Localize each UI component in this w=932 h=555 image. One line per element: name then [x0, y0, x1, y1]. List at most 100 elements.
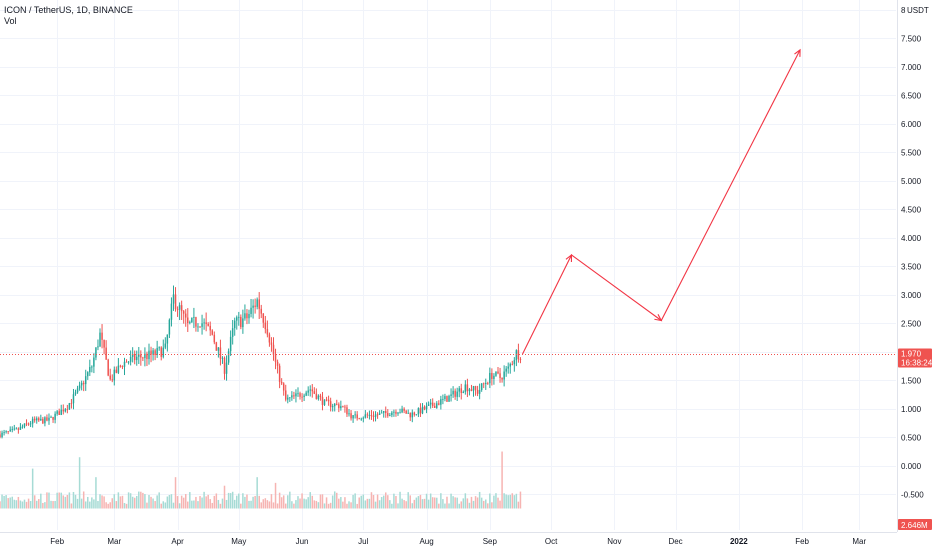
candle-body: [391, 412, 393, 416]
candle-body: [117, 365, 120, 373]
volume-bar: [182, 497, 185, 509]
candle-body: [442, 398, 444, 400]
volume-bar: [409, 495, 411, 509]
volume-bar: [415, 497, 418, 509]
candle-body: [219, 347, 222, 359]
candle-body: [401, 408, 403, 413]
candle-body: [193, 317, 195, 318]
volume-bar: [178, 503, 181, 509]
volume-bar: [468, 502, 471, 509]
legend: ICON / TetherUS, 1D, BINANCE Vol: [4, 5, 133, 27]
volume-bar: [395, 495, 397, 509]
candle-body: [84, 376, 87, 385]
x-tick-label: 2022: [730, 537, 748, 546]
volume-bar: [436, 497, 438, 509]
candle-body: [380, 412, 383, 414]
candle-body: [409, 412, 411, 418]
volume-bar: [29, 501, 32, 509]
candle-body: [182, 311, 185, 314]
volume-bar: [382, 495, 385, 509]
candle-body: [184, 313, 187, 318]
candle-body: [215, 342, 218, 351]
volume-bar: [199, 496, 201, 509]
candle-body: [493, 375, 495, 379]
volume-bar: [229, 493, 232, 509]
volume-bar: [46, 492, 48, 509]
volume-bar: [301, 493, 303, 509]
volume-bar: [311, 495, 314, 509]
volume-bar: [164, 502, 167, 509]
volume-bar: [40, 493, 42, 509]
candle-body: [399, 412, 401, 414]
volume-bar: [513, 495, 516, 509]
candle-body: [105, 347, 107, 360]
volume-bar: [217, 499, 220, 509]
candle-body: [356, 414, 358, 419]
volume-bar: [133, 497, 136, 509]
candle-body: [501, 377, 503, 380]
candle-body: [417, 408, 420, 415]
volume-bar: [293, 503, 295, 509]
volume-bar: [121, 495, 124, 509]
candle-body: [317, 395, 320, 399]
volume-bar: [140, 491, 142, 509]
volume-bar: [191, 500, 193, 509]
candle-body: [62, 409, 65, 412]
candle-body: [246, 313, 248, 319]
volume-bar: [438, 503, 440, 509]
candle-body: [13, 428, 16, 430]
y-tick-label: 3.500: [901, 262, 922, 271]
volume-bar: [338, 498, 340, 509]
candle-body: [513, 360, 516, 365]
y-tick-label: 5.000: [901, 177, 922, 186]
candle-body: [233, 320, 236, 329]
candle-body: [176, 308, 179, 310]
volume-bar: [89, 501, 91, 509]
volume-bar: [462, 498, 465, 509]
volume-bar: [193, 500, 195, 509]
volume-bar: [156, 495, 158, 509]
candle-body: [274, 354, 277, 362]
symbol-title[interactable]: ICON / TetherUS, 1D, BINANCE: [4, 5, 133, 15]
candle-body: [411, 412, 414, 418]
volume-bar: [70, 503, 73, 509]
volume-bar: [162, 501, 165, 509]
volume-bar: [127, 492, 130, 509]
candle-body: [350, 413, 352, 419]
candle-body: [382, 410, 385, 413]
candle-body: [307, 390, 309, 393]
candle-body: [472, 386, 475, 391]
volume-bar: [227, 492, 230, 509]
volume-bar: [325, 497, 328, 509]
volume-bar: [411, 503, 414, 509]
volume-bar: [460, 501, 463, 509]
candle-body: [46, 417, 48, 421]
candle-body: [260, 308, 262, 314]
volume-bar: [91, 497, 93, 509]
volume-bar: [176, 496, 179, 509]
volume-bar: [144, 494, 146, 509]
y-tick-label: 0.000: [901, 462, 922, 471]
x-tick-label: Aug: [419, 537, 433, 546]
volume-bar: [360, 495, 363, 509]
volume-bar: [7, 498, 9, 509]
candle-body: [0, 434, 1, 438]
volume-bar: [470, 496, 473, 509]
candle-body: [423, 406, 426, 410]
candle-body: [48, 417, 50, 421]
candle-body: [191, 317, 193, 323]
y-tick-label: 5.500: [901, 148, 922, 157]
volume-bar: [333, 491, 336, 509]
candle-body: [352, 415, 354, 419]
candle-body: [427, 404, 430, 406]
volume-bar: [44, 502, 46, 509]
candle-body: [33, 418, 36, 421]
volume-bar: [464, 493, 467, 509]
volume-bar: [440, 493, 442, 509]
volume-bar: [23, 499, 26, 509]
volume-bar: [515, 493, 518, 509]
volume-bar: [3, 495, 5, 509]
volume-title[interactable]: Vol: [4, 16, 17, 26]
